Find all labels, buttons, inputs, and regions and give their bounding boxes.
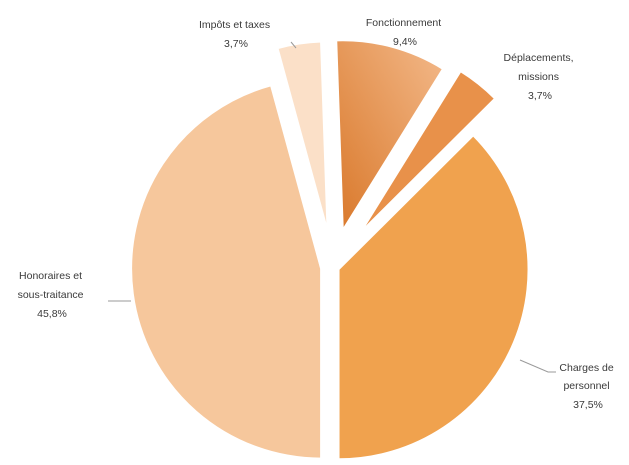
pie-slice-impots: [276, 40, 329, 232]
slice-label-deplacements: Déplacements, missions 3,7%: [504, 52, 577, 102]
slice-label-charges: Charges de personnel 37,5%: [559, 362, 616, 411]
pie-slice-charges: [337, 133, 530, 461]
slice-label-honoraires: Honoraires et sous-traitance 45,8%: [18, 270, 87, 320]
pie-slice-deplacements: [359, 69, 497, 234]
leader-line-charges: [519, 359, 556, 373]
slice-label-fonctionnement: Fonctionnement 9,4%: [366, 17, 444, 48]
leader-line-impots: [290, 41, 297, 49]
slice-label-impots: Impôts et taxes 3,7%: [199, 19, 273, 50]
pie-slice-honoraires: [130, 84, 323, 460]
pie-slice-fonctionnement: [335, 39, 445, 234]
